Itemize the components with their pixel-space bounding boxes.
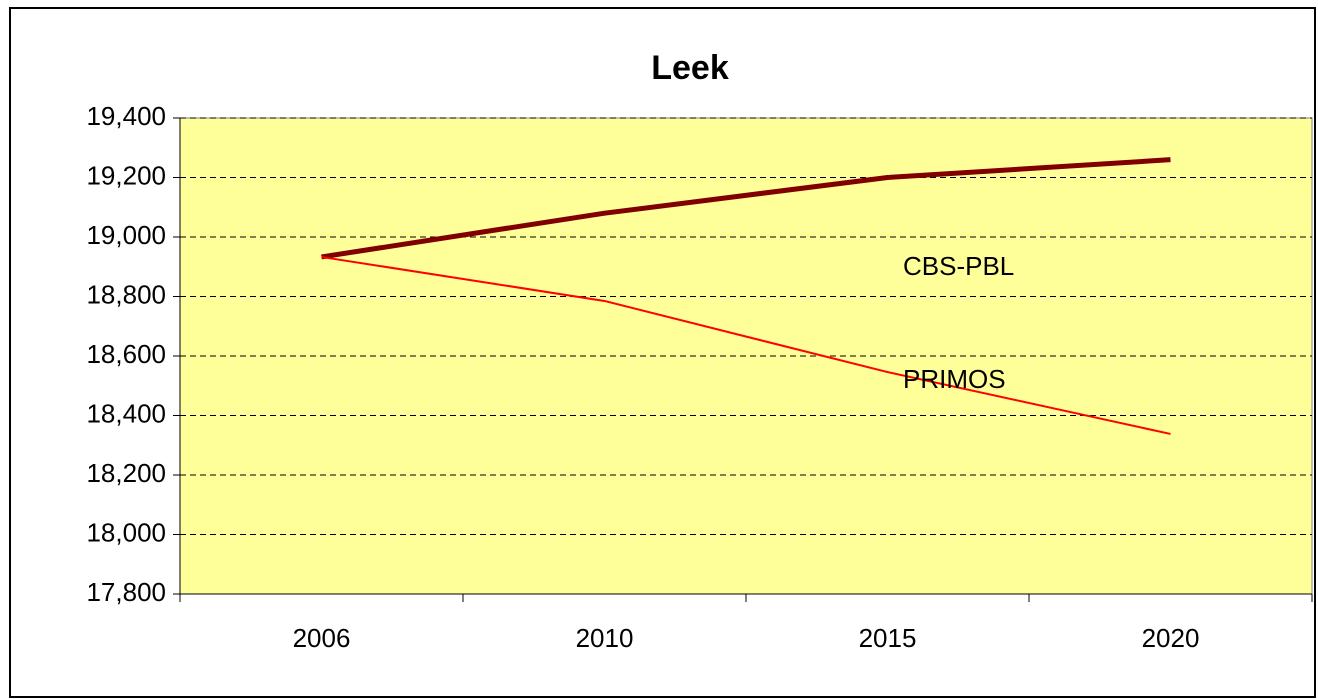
- series-line: [321, 157, 1171, 260]
- y-tick-label: 17,800: [86, 577, 166, 607]
- y-tick-label: 19,000: [86, 220, 166, 250]
- series-label: CBS-PBL: [903, 251, 1014, 281]
- series-line: [321, 255, 1171, 435]
- y-tick-label: 18,000: [86, 517, 166, 547]
- x-tick-label: 2010: [576, 623, 634, 653]
- y-tick-label: 18,800: [86, 279, 166, 309]
- y-tick-label: 19,400: [86, 101, 166, 131]
- y-tick-label: 18,400: [86, 398, 166, 428]
- chart-title: Leek: [651, 49, 729, 87]
- x-tick-label: 2015: [859, 623, 917, 653]
- x-tick-label: 2006: [293, 623, 351, 653]
- y-tick-label: 18,200: [86, 458, 166, 488]
- y-tick-label: 18,600: [86, 339, 166, 369]
- x-tick-label: 2020: [1142, 623, 1200, 653]
- series-label: PRIMOS: [903, 364, 1006, 394]
- y-tick-label: 19,200: [86, 160, 166, 190]
